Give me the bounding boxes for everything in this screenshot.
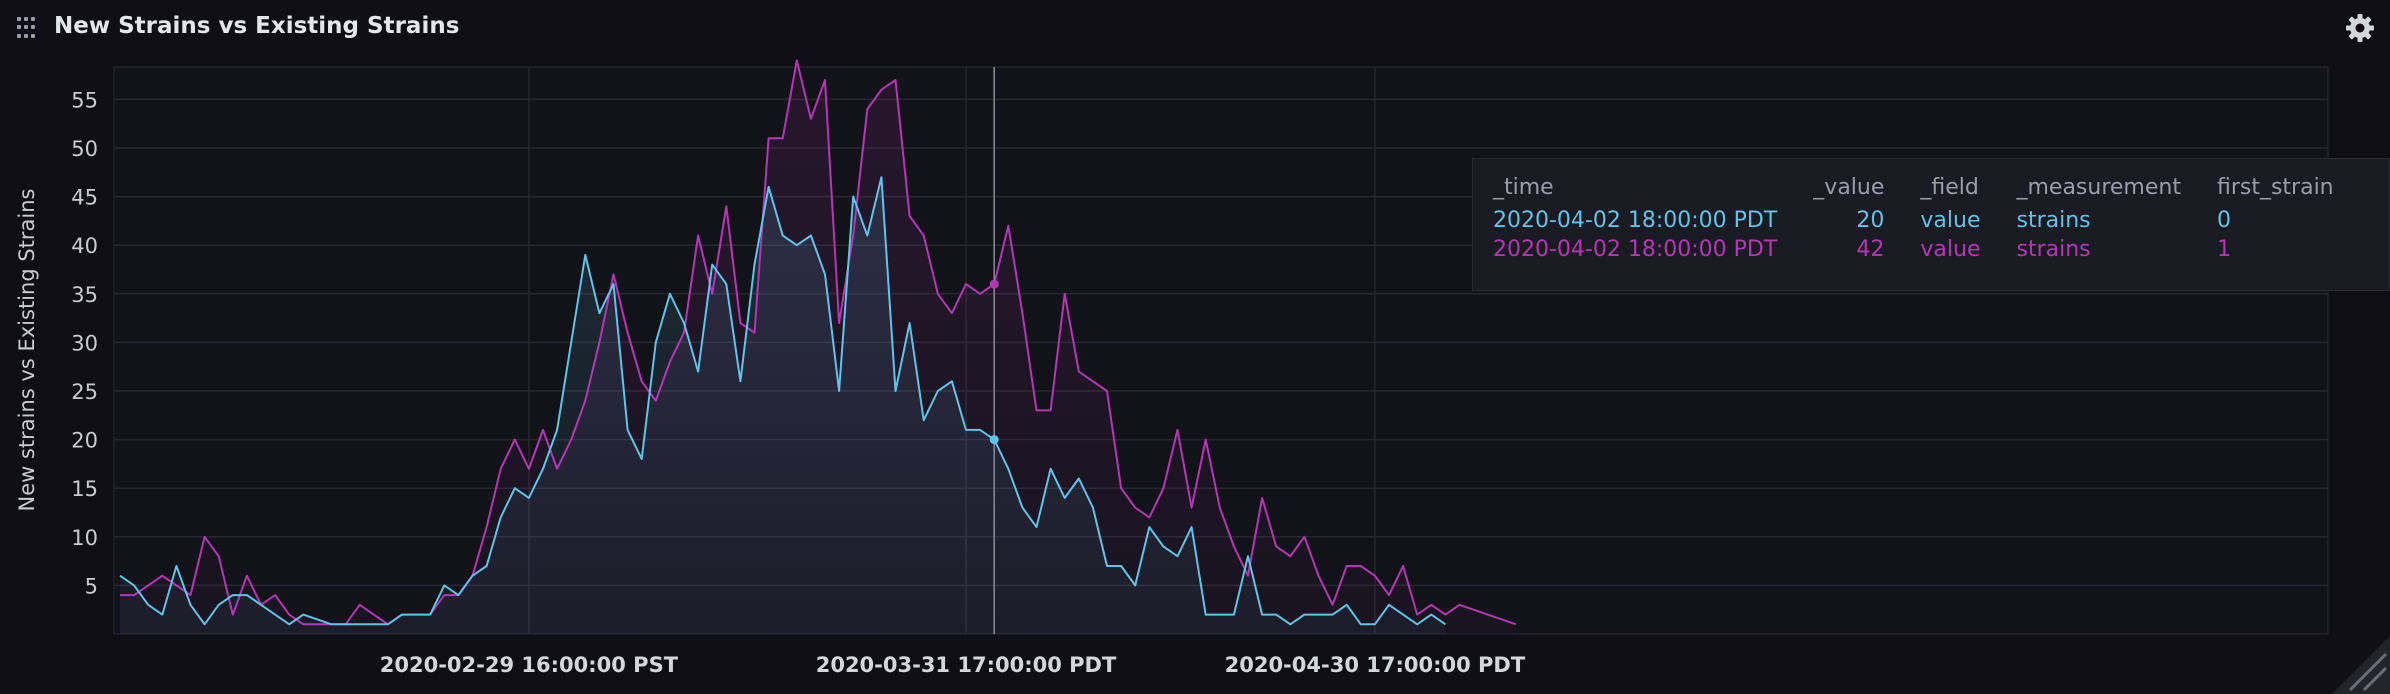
hover-point <box>990 280 999 289</box>
tooltip-cell-value: 20 <box>1813 206 1920 235</box>
tooltip-row: 2020-04-02 18:00:00 PDT 20 value strains… <box>1493 206 2370 235</box>
x-tick-label: 2020-03-31 17:00:00 PDT <box>816 653 1117 677</box>
tooltip-row: 2020-04-02 18:00:00 PDT 42 value strains… <box>1493 235 2370 264</box>
y-tick-label: 25 <box>71 380 98 404</box>
time-series-chart[interactable]: 5 10 15 20 25 30 35 40 45 50 55 2020-02-29 16:00:0… <box>0 56 2390 694</box>
tooltip-header-first-strain: first_strain <box>2217 175 2370 206</box>
hover-tooltip: _time _value _field _measurement first_s… <box>1472 158 2390 291</box>
tooltip-cell-field: value <box>1920 235 2016 264</box>
x-tick-label: 2020-04-30 17:00:00 PDT <box>1225 653 1526 677</box>
cell-title: New Strains vs Existing Strains <box>54 13 459 39</box>
tooltip-header-time: _time <box>1493 175 1813 206</box>
y-tick-label: 10 <box>71 526 98 550</box>
y-axis-label: New strains vs Existing Strains <box>15 189 39 512</box>
y-tick-label: 50 <box>71 137 98 161</box>
y-axis-ticks: 5 10 15 20 25 30 35 40 45 50 55 <box>71 88 98 598</box>
y-tick-label: 20 <box>71 429 98 453</box>
tooltip-header-field: _field <box>1920 175 2016 206</box>
x-tick-label: 2020-02-29 16:00:00 PST <box>380 653 679 677</box>
gear-icon[interactable] <box>2344 12 2376 44</box>
tooltip-cell-time: 2020-04-02 18:00:00 PDT <box>1493 206 1813 235</box>
x-axis-ticks: 2020-02-29 16:00:00 PST 2020-03-31 17:00:… <box>380 653 1526 677</box>
drag-handle-icon[interactable] <box>17 17 39 39</box>
tooltip-cell-measurement: strains <box>2016 206 2216 235</box>
hover-point <box>990 435 999 444</box>
y-tick-label: 15 <box>71 477 98 501</box>
tooltip-cell-first-strain: 0 <box>2217 206 2370 235</box>
y-tick-label: 5 <box>85 574 98 598</box>
cell-header: New Strains vs Existing Strains <box>0 0 2390 56</box>
tooltip-header-value: _value <box>1813 175 1920 206</box>
y-tick-label: 35 <box>71 283 98 307</box>
tooltip-cell-value: 42 <box>1813 235 1920 264</box>
tooltip-cell-field: value <box>1920 206 2016 235</box>
y-tick-label: 55 <box>71 88 98 112</box>
y-tick-label: 40 <box>71 234 98 258</box>
y-tick-label: 45 <box>71 186 98 210</box>
y-tick-label: 30 <box>71 331 98 355</box>
tooltip-cell-measurement: strains <box>2016 235 2216 264</box>
tooltip-table: _time _value _field _measurement first_s… <box>1493 175 2370 264</box>
tooltip-header-measurement: _measurement <box>2016 175 2216 206</box>
tooltip-cell-first-strain: 1 <box>2217 235 2370 264</box>
resize-handle-icon[interactable] <box>2328 632 2390 694</box>
tooltip-cell-time: 2020-04-02 18:00:00 PDT <box>1493 235 1813 264</box>
